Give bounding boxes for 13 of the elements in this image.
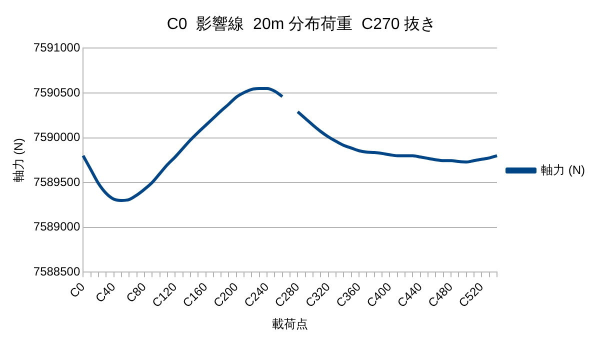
y-tick-label: 7588500 <box>33 264 80 278</box>
y-tick-label: 7589500 <box>33 174 80 189</box>
chart-title: C0 影響線 20m 分布荷重 C270 抜き <box>166 15 436 34</box>
y-tick-label: 7591000 <box>33 40 80 55</box>
y-tick-label: 7589000 <box>33 220 80 234</box>
y-tick-label: 7590000 <box>33 130 80 144</box>
x-axis-title: 載荷点 <box>272 317 308 332</box>
x-tick-label: C0 <box>66 280 88 301</box>
y-axis-title: 軸力 (N) <box>12 138 26 182</box>
x-tick-label: C40 <box>92 280 118 306</box>
x-tick-label: C80 <box>123 280 150 306</box>
y-tick-label: 7590500 <box>33 85 80 100</box>
legend-label: 軸力 (N) <box>541 162 586 177</box>
